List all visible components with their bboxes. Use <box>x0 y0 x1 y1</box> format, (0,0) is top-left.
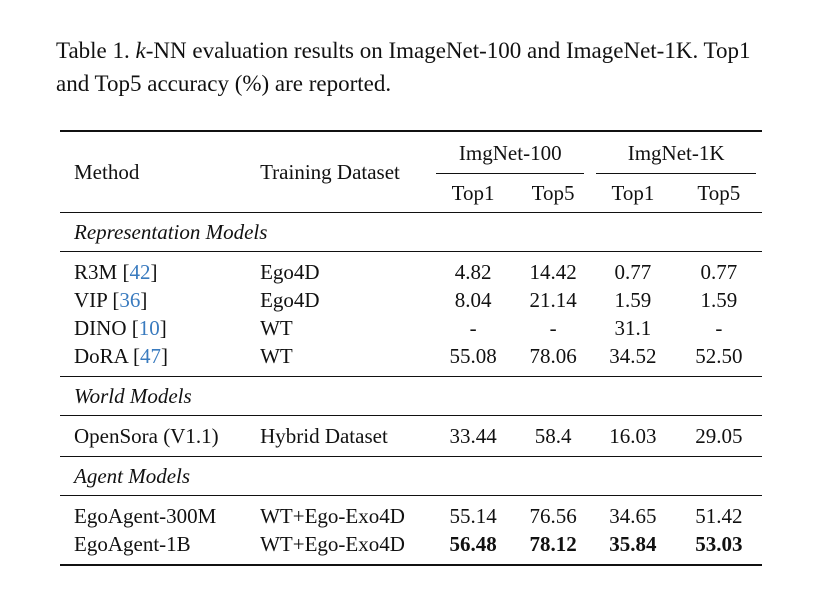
method-name: R3M <box>74 259 118 284</box>
method-name: DoRA <box>74 343 128 368</box>
cell-method: EgoAgent-300M <box>60 496 260 531</box>
method-name: OpenSora (V1.1) <box>74 423 219 448</box>
cell-method: OpenSora (V1.1) <box>60 416 260 457</box>
cell-training-dataset: Ego4D <box>260 259 320 284</box>
caption-prefix: Table 1. <box>56 38 136 63</box>
caption-text: -NN evaluation results on ImageNet-100 a… <box>56 38 751 96</box>
section-row: Representation Models <box>60 212 762 252</box>
header-group-imgnet100-label: ImgNet-100 <box>458 140 562 165</box>
header-top1: Top1 <box>611 180 655 205</box>
table-row: VIP [36] Ego4D 8.04 21.14 1.59 1.59 <box>60 286 762 314</box>
method-name: EgoAgent-300M <box>74 503 217 528</box>
cell-value: 35.84 <box>609 531 657 556</box>
citation-link[interactable]: 47 <box>139 343 161 368</box>
section-title: World Models <box>74 383 192 408</box>
citation-link[interactable]: 42 <box>129 259 151 284</box>
cell-value: 29.05 <box>695 423 743 448</box>
cell-value: 34.52 <box>609 343 657 368</box>
header-method: Method <box>74 159 140 184</box>
section-title: Representation Models <box>74 219 268 244</box>
cell-value: 31.1 <box>614 315 652 340</box>
cell-value: 55.14 <box>449 503 497 528</box>
cell-value: 0.77 <box>700 259 738 284</box>
cell-value: 1.59 <box>614 287 652 312</box>
cell-training-dataset: WT+Ego-Exo4D <box>260 531 405 556</box>
caption-k: k <box>135 38 146 63</box>
method-name: EgoAgent-1B <box>74 531 191 556</box>
table-row: EgoAgent-1B WT+Ego-Exo4D 56.48 78.12 35.84 53… <box>60 530 762 565</box>
table-row: DINO [10] WT - - 31.1 - <box>60 314 762 342</box>
cell-method: R3M [42] <box>74 259 158 284</box>
cell-value: 78.06 <box>529 343 577 368</box>
cell-value: 16.03 <box>609 423 657 448</box>
cell-training-dataset: WT+Ego-Exo4D <box>260 503 405 528</box>
cell-value: 55.08 <box>449 343 497 368</box>
cell-value: 76.56 <box>529 503 577 528</box>
header-row-1: Method Training Dataset ImgNet-100 ImgNe… <box>60 131 762 184</box>
cell-value: 53.03 <box>695 531 743 556</box>
cell-value: - <box>469 315 477 340</box>
cell-value: 1.59 <box>700 287 738 312</box>
cell-method: EgoAgent-1B <box>60 530 260 565</box>
cell-value: 78.12 <box>529 531 577 556</box>
cell-value: 58.4 <box>534 423 572 448</box>
results-table: Method Training Dataset ImgNet-100 ImgNe… <box>60 130 762 566</box>
header-group-imgnet1k-label: ImgNet-1K <box>627 140 725 165</box>
cell-training-dataset: Hybrid Dataset <box>260 423 388 448</box>
cell-value: - <box>715 315 723 340</box>
cell-value: 51.42 <box>695 503 743 528</box>
header-top1: Top1 <box>451 180 495 205</box>
method-name: VIP <box>74 287 108 312</box>
section-title: Agent Models <box>74 463 191 488</box>
cell-value: 4.82 <box>454 259 492 284</box>
cell-method: DINO [10] <box>74 315 167 340</box>
cell-value: 33.44 <box>449 423 497 448</box>
cell-method: DoRA [47] <box>74 343 168 368</box>
table-row: EgoAgent-300M WT+Ego-Exo4D 55.14 76.56 34.65… <box>60 495 762 531</box>
table-row: DoRA [47] WT 55.08 78.06 34.52 52.50 <box>60 342 762 377</box>
table-row: OpenSora (V1.1) Hybrid Dataset 33.44 58.4 16… <box>60 415 762 457</box>
table-body: Representation Models R3M [42] Ego4D 4.82 14… <box>60 212 762 565</box>
cell-value: 14.42 <box>529 259 577 284</box>
cell-value: 52.50 <box>695 343 743 368</box>
cell-training-dataset: WT <box>260 315 293 340</box>
header-row-2: Top1 Top5 Top1 Top5 <box>60 174 762 213</box>
cell-value: 56.48 <box>449 531 497 556</box>
header-training-dataset: Training Dataset <box>260 159 400 184</box>
header-group-imgnet1k: ImgNet-1K <box>590 131 762 174</box>
citation-link[interactable]: 36 <box>119 287 141 312</box>
header-top5: Top5 <box>531 180 575 205</box>
header-group-imgnet100: ImgNet-100 <box>430 131 590 174</box>
cell-value: 34.65 <box>609 503 657 528</box>
cell-training-dataset: WT <box>260 343 293 368</box>
citation-link[interactable]: 10 <box>138 315 160 340</box>
cell-value: 21.14 <box>529 287 577 312</box>
cell-method: VIP [36] <box>74 287 148 312</box>
header-top5: Top5 <box>697 180 741 205</box>
cell-value: 8.04 <box>454 287 492 312</box>
section-row: Agent Models <box>60 456 762 496</box>
cell-training-dataset: Ego4D <box>260 287 320 312</box>
cell-value: - <box>549 315 557 340</box>
table-caption: Table 1. k-NN evaluation results on Imag… <box>56 34 776 100</box>
table-row: R3M [42] Ego4D 4.82 14.42 0.77 0.77 <box>60 251 762 287</box>
cell-value: 0.77 <box>614 259 652 284</box>
section-row: World Models <box>60 376 762 416</box>
method-name: DINO <box>74 315 127 340</box>
